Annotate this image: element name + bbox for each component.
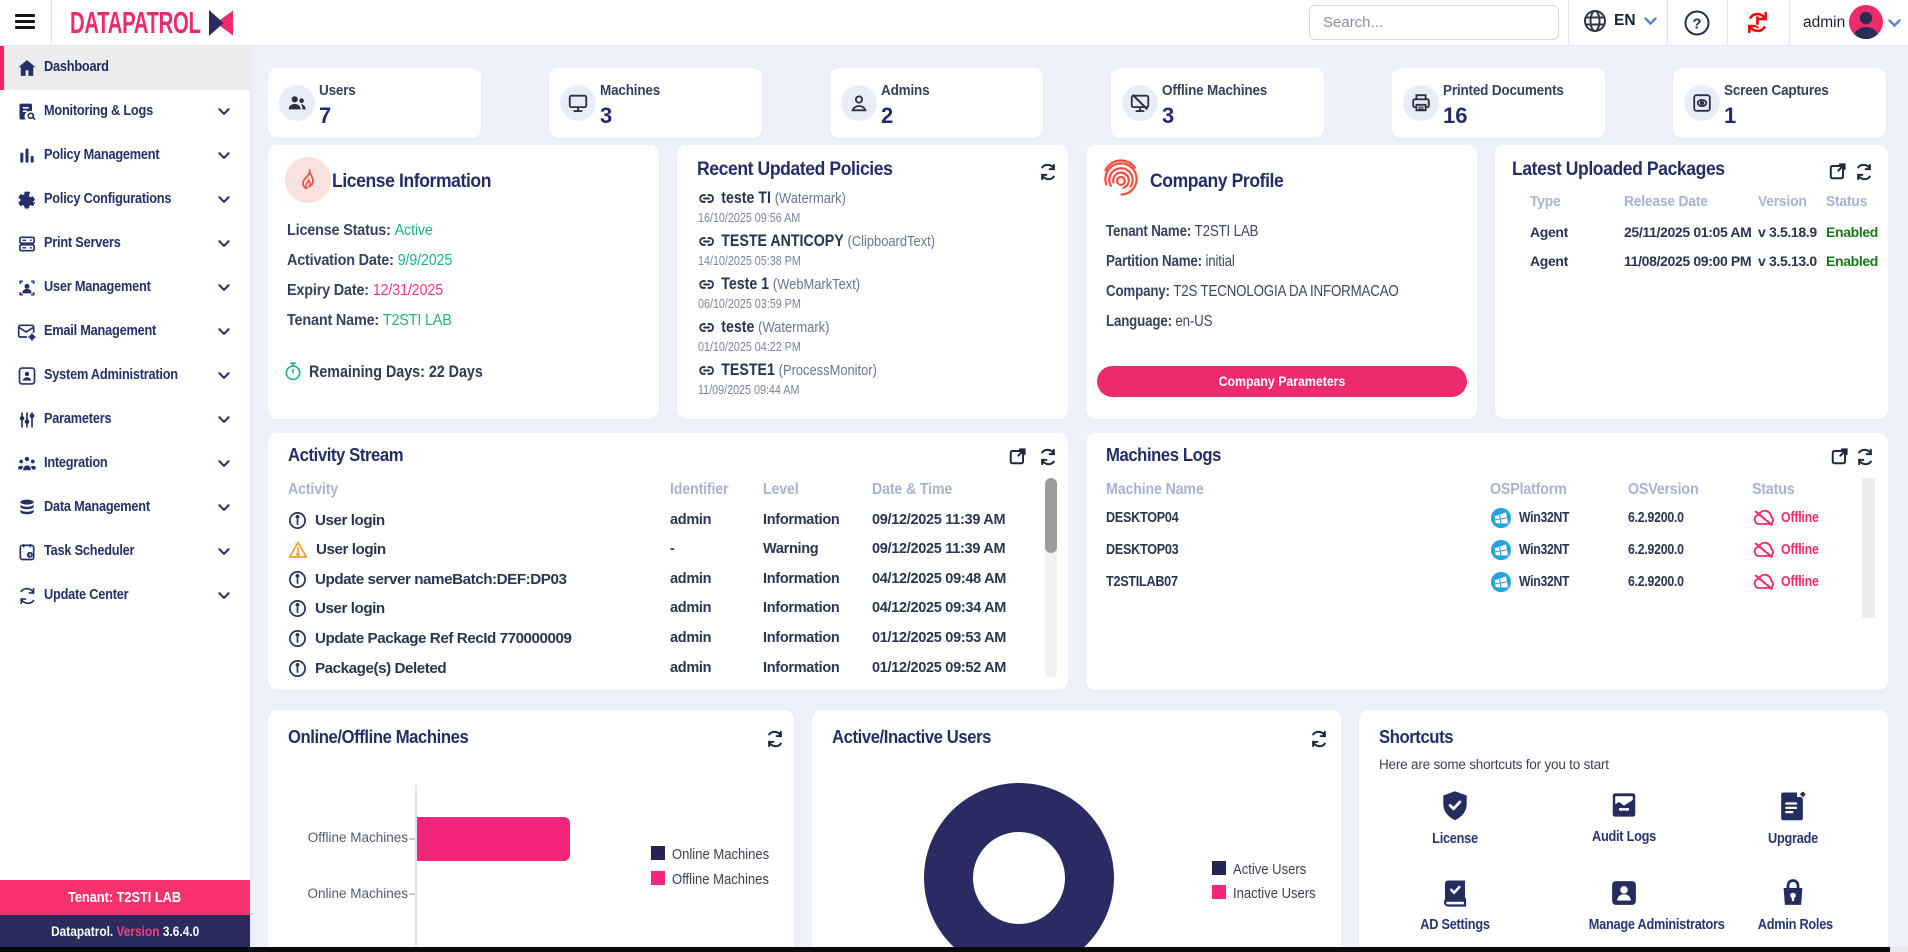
svg-text:?: ? bbox=[1692, 16, 1701, 33]
